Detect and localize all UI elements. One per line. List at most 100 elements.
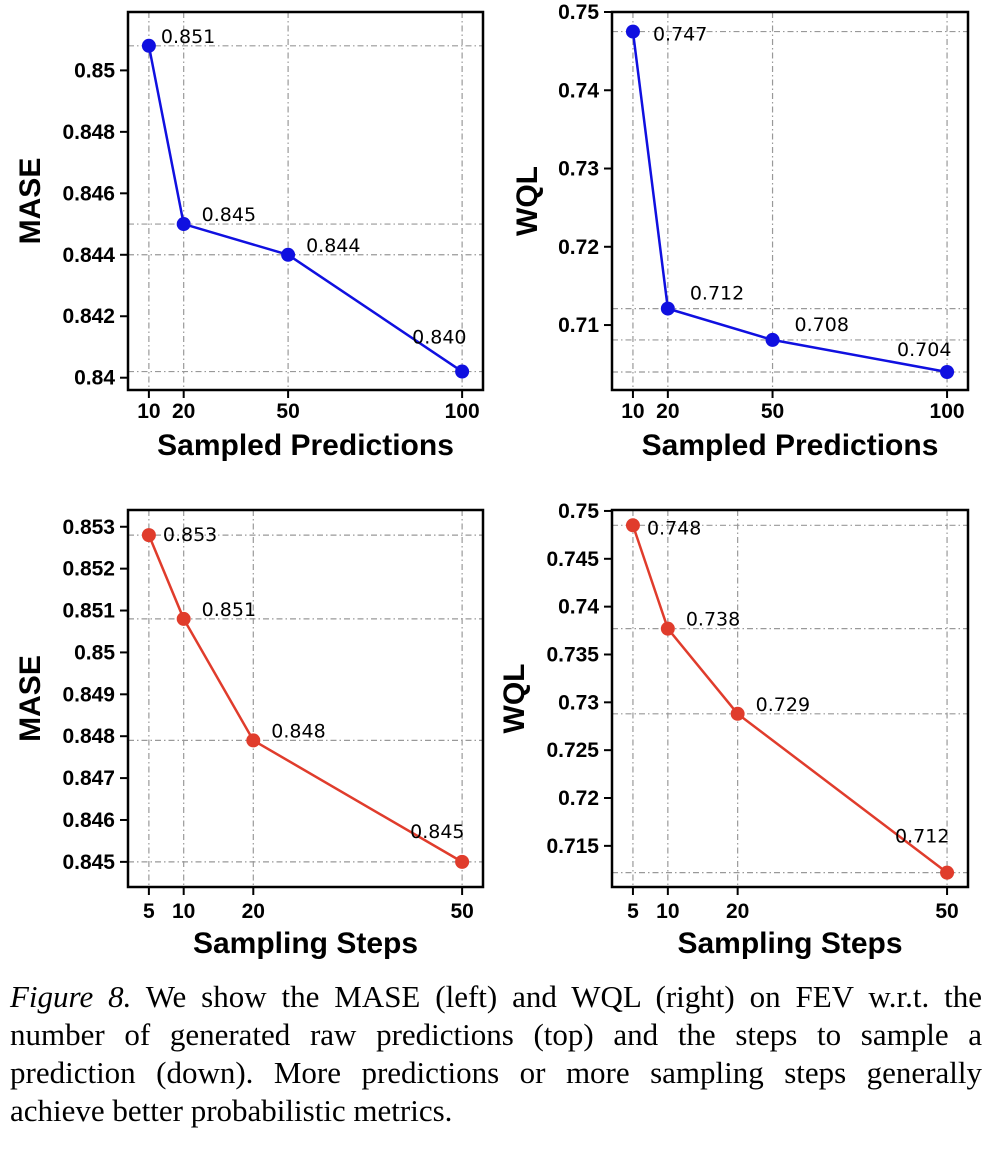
chart-panel-2: 0.71 0.72 0.73 0.74 0.75 10 20 50 100 Sampled Pre…: [511, 1, 970, 462]
data-point: [141, 38, 156, 53]
figure-caption: Figure 8. We show the MASE (left) and WQ…: [10, 978, 982, 1130]
caption-text: We show the MASE (left) and WQL (right) …: [10, 979, 982, 1128]
data-point: [246, 733, 261, 748]
y-tick-label: 0.73: [558, 691, 599, 714]
y-tick-label: 0.74: [558, 596, 599, 619]
x-axis-title: Sampled Predictions: [157, 429, 454, 462]
y-tick-label: 0.842: [62, 305, 115, 328]
y-tick-label: 0.75: [558, 1, 599, 24]
y-tick-label: 0.849: [62, 683, 115, 706]
data-point: [625, 24, 640, 39]
x-tick-label: 50: [450, 900, 473, 923]
data-label: 0.708: [795, 314, 849, 336]
data-label: 0.748: [647, 517, 701, 539]
x-tick-label: 20: [242, 900, 265, 923]
x-axis-title: Sampling Steps: [677, 927, 902, 960]
chart-panel-4: 0.715 0.72 0.725 0.73 0.735 0.74 0.745 0.75 5 10 2…: [498, 500, 970, 960]
series-line: [147, 534, 463, 863]
data-label: 0.729: [756, 694, 810, 716]
data-point: [660, 301, 675, 316]
data-point: [141, 528, 156, 543]
figure: 0.84 0.842 0.844 0.846 0.848 0.85 10 20 50 100 Sam…: [14, 1, 970, 960]
data-point: [940, 865, 955, 880]
data-point: [765, 332, 780, 347]
x-tick-label: 100: [930, 400, 965, 423]
y-tick-label: 0.71: [558, 314, 599, 337]
x-tick-label: 10: [656, 900, 679, 923]
x-axis-title: Sampling Steps: [193, 927, 418, 960]
x-tick-label: 20: [172, 400, 195, 423]
data-point: [455, 854, 470, 869]
data-point: [176, 611, 191, 626]
data-label: 0.712: [895, 826, 949, 848]
y-tick-label: 0.845: [62, 851, 115, 874]
y-axis-title: MASE: [14, 158, 47, 245]
data-point: [730, 706, 745, 721]
data-label: 0.738: [686, 609, 740, 631]
x-tick-label: 100: [445, 400, 480, 423]
y-tick-label: 0.725: [546, 739, 599, 762]
plot-frame: [610, 10, 970, 392]
y-tick-label: 0.745: [546, 548, 599, 571]
x-tick-label: 50: [935, 900, 958, 923]
x-tick-label: 20: [656, 400, 679, 423]
data-label: 0.845: [410, 821, 464, 843]
y-tick-label: 0.75: [558, 500, 599, 523]
y-tick-label: 0.846: [62, 182, 115, 205]
y-tick-label: 0.844: [62, 244, 115, 267]
data-label: 0.848: [271, 720, 325, 742]
x-tick-label: 10: [137, 400, 160, 423]
data-label: 0.712: [690, 283, 744, 305]
x-tick-label: 10: [172, 900, 195, 923]
y-tick-label: 0.735: [546, 643, 599, 666]
y-tick-label: 0.848: [62, 121, 115, 144]
data-label: 0.844: [306, 235, 360, 257]
x-tick-label: 20: [726, 900, 749, 923]
data-point: [660, 621, 675, 636]
y-tick-label: 0.85: [74, 59, 115, 82]
y-axis-title: WQL: [498, 664, 531, 734]
x-tick-label: 5: [627, 900, 639, 923]
data-point: [625, 518, 640, 533]
y-tick-label: 0.72: [558, 236, 599, 259]
y-tick-label: 0.853: [62, 516, 115, 539]
y-tick-label: 0.847: [62, 767, 115, 790]
y-tick-label: 0.84: [74, 367, 115, 390]
data-label: 0.747: [653, 24, 707, 46]
y-tick-label: 0.851: [62, 600, 115, 623]
plot-frame: [126, 10, 485, 392]
y-tick-label: 0.73: [558, 158, 599, 181]
y-tick-label: 0.846: [62, 809, 115, 832]
series-line: [631, 31, 948, 374]
chart-panel-3: 0.845 0.846 0.847 0.848 0.849 0.85 0.851 0.852 0…: [14, 508, 485, 960]
data-point: [455, 364, 470, 379]
data-label: 0.851: [202, 599, 256, 621]
caption-label: Figure 8.: [10, 979, 132, 1014]
data-label: 0.704: [897, 339, 951, 361]
y-tick-label: 0.715: [546, 835, 599, 858]
y-tick-label: 0.74: [558, 79, 599, 102]
plot-frame: [610, 508, 970, 889]
series-line: [631, 524, 948, 874]
data-label: 0.840: [412, 327, 466, 349]
y-tick-label: 0.85: [74, 641, 115, 664]
y-tick-label: 0.848: [62, 725, 115, 748]
chart-panel-1: 0.84 0.842 0.844 0.846 0.848 0.85 10 20 50 100 Sam…: [14, 10, 485, 462]
data-point: [940, 365, 955, 379]
x-tick-label: 5: [143, 900, 155, 923]
series-line: [147, 45, 463, 373]
plot-frame: [126, 508, 485, 889]
y-axis-title: WQL: [511, 166, 544, 236]
x-tick-label: 10: [621, 400, 644, 423]
data-label: 0.853: [163, 524, 217, 546]
data-point: [176, 217, 191, 232]
y-axis-title: MASE: [14, 655, 47, 742]
data-label: 0.845: [202, 204, 256, 226]
x-axis-title: Sampled Predictions: [642, 429, 939, 462]
y-tick-label: 0.852: [62, 558, 115, 581]
data-point: [281, 247, 296, 262]
y-tick-label: 0.72: [558, 787, 599, 810]
x-tick-label: 50: [276, 400, 299, 423]
x-tick-label: 50: [761, 400, 784, 423]
data-label: 0.851: [161, 26, 215, 48]
